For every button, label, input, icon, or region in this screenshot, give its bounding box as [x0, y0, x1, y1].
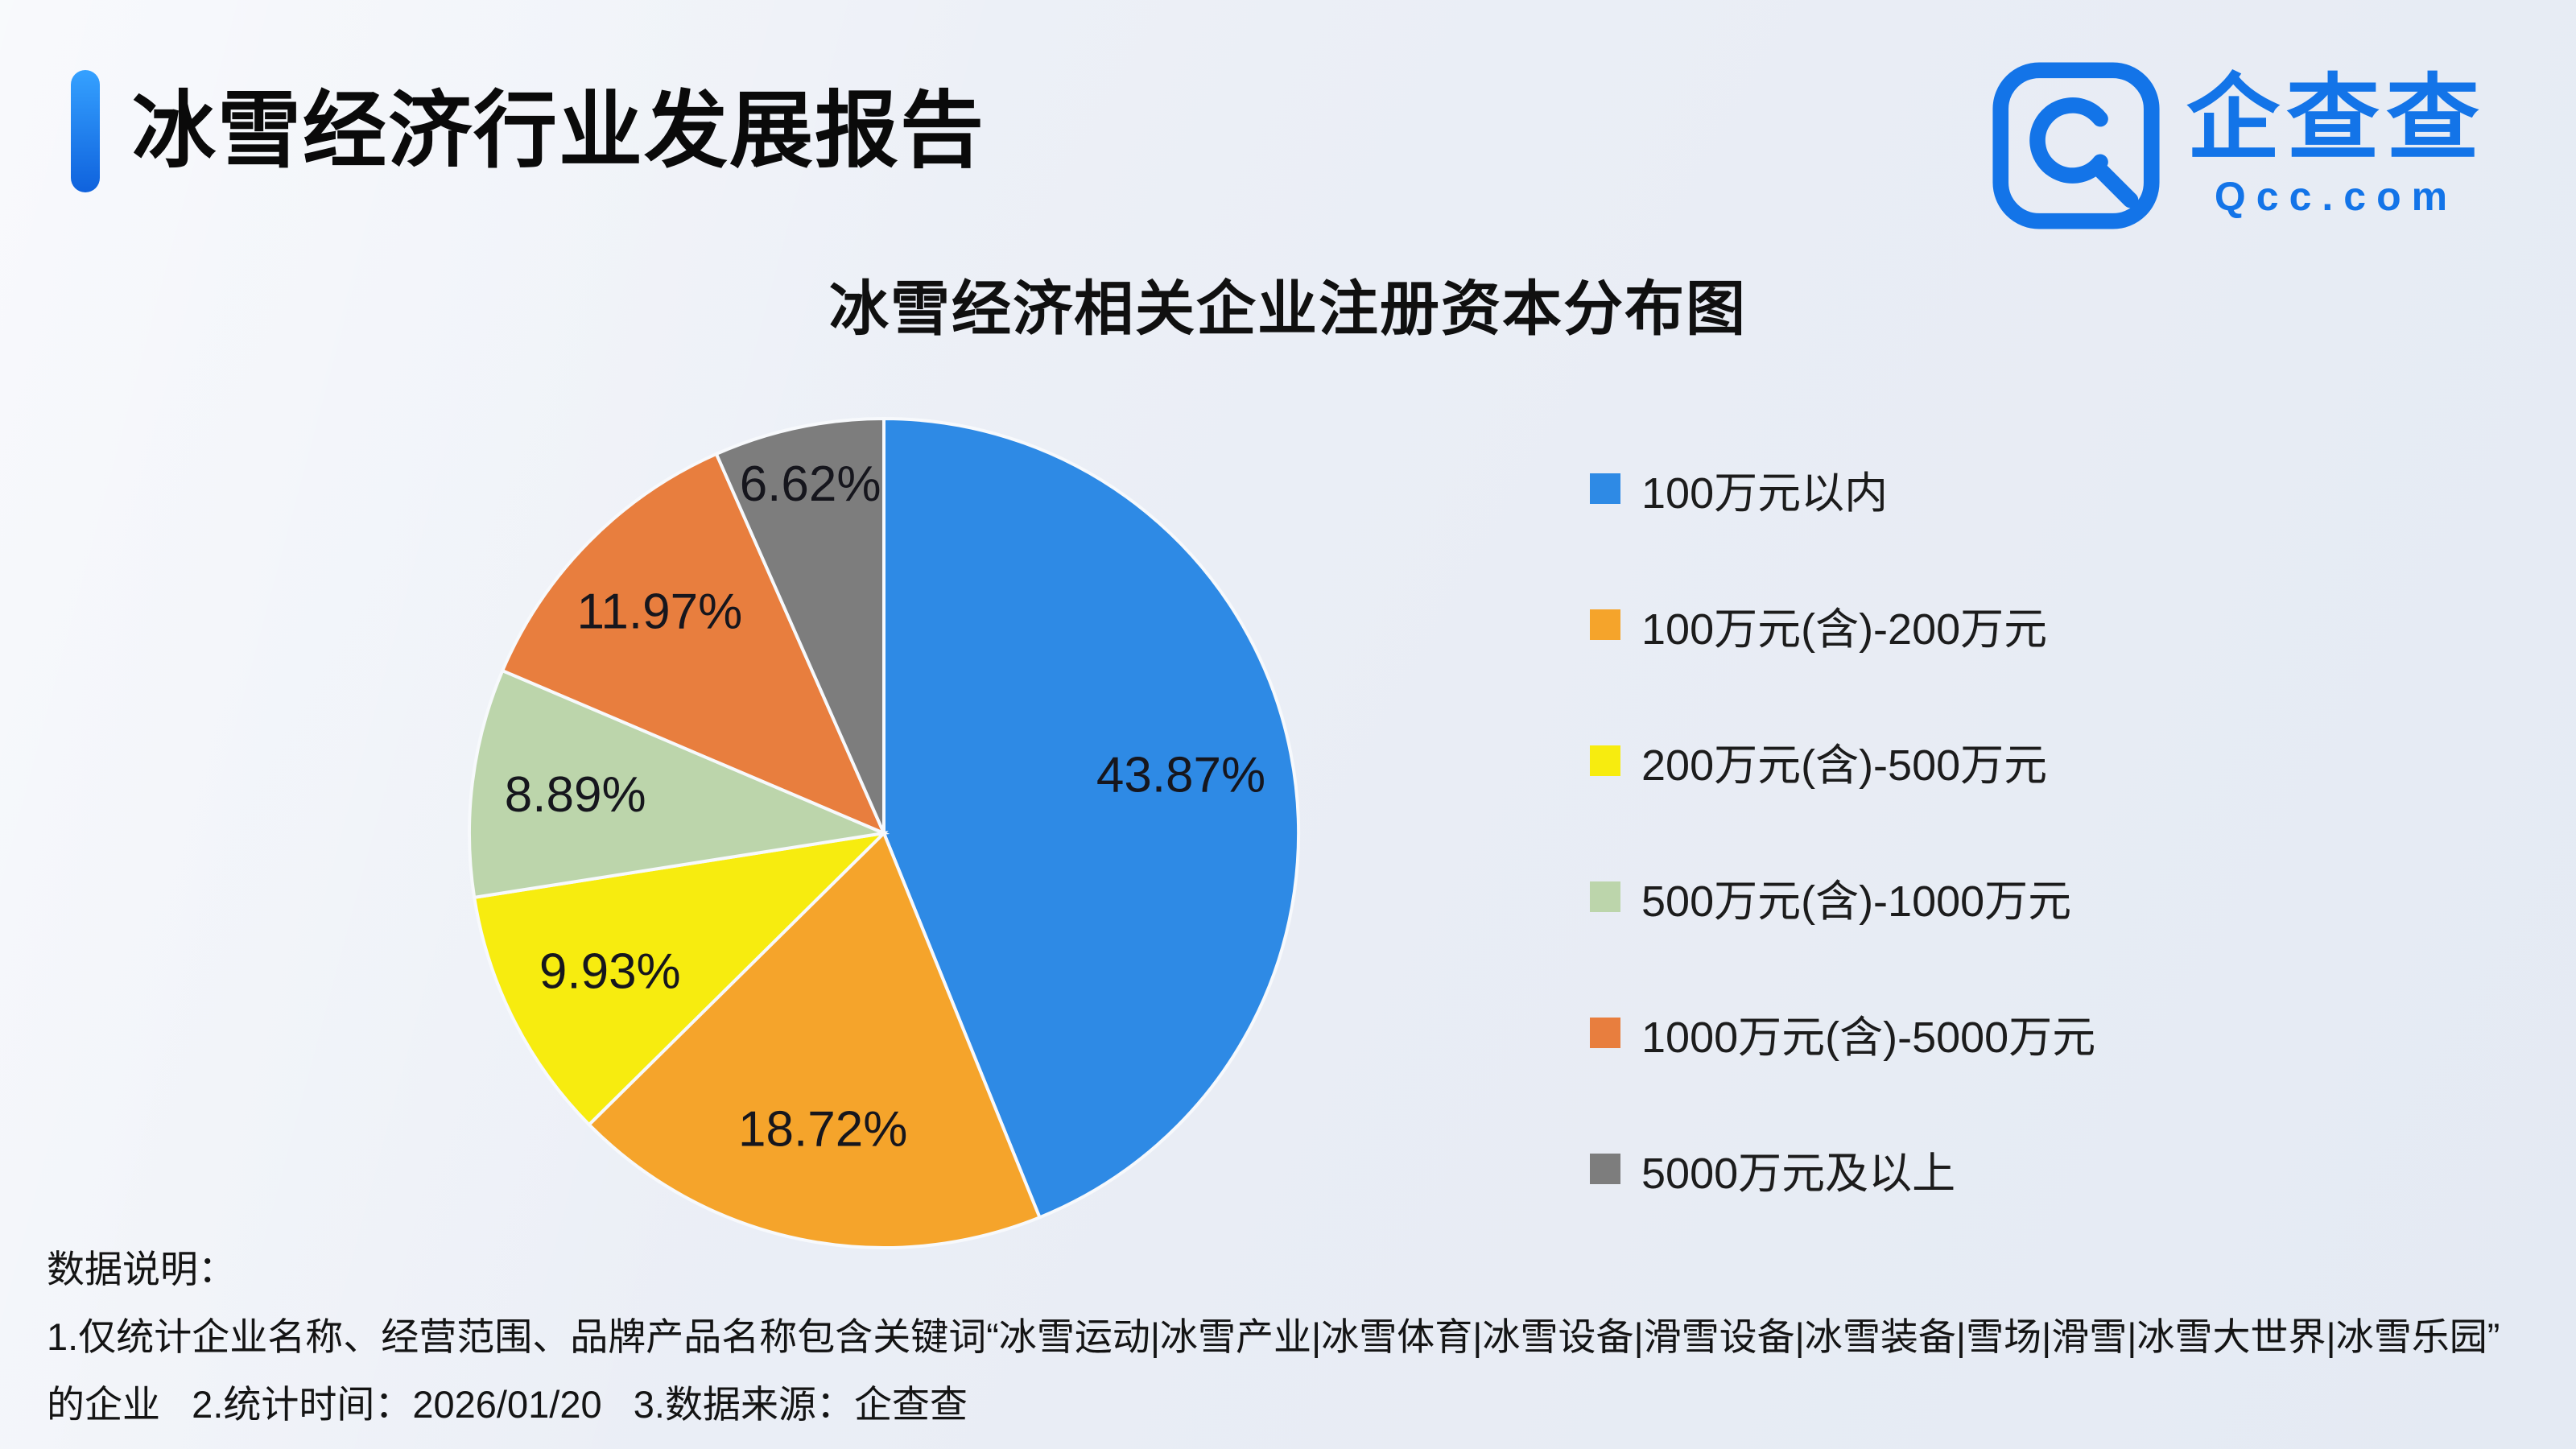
legend-label: 500万元(含)-1000万元	[1641, 877, 2072, 926]
footer-heading: 数据说明：	[47, 1248, 236, 1290]
pie-slice-label: 6.62%	[740, 456, 881, 512]
qcc-logo-icon	[1992, 62, 2160, 229]
pie-slice-label: 11.97%	[577, 584, 743, 640]
legend-label: 200万元(含)-500万元	[1641, 741, 2048, 790]
page-title: 冰雪经济行业发展报告	[132, 84, 986, 178]
legend-item[interactable]: 200万元(含)-500万元	[1590, 737, 2095, 790]
pie-slice[interactable]	[586, 830, 1042, 1250]
pie-slice[interactable]	[468, 668, 890, 900]
legend-label: 5000万元及以上	[1641, 1149, 1956, 1198]
pie-slice-label: 9.93%	[539, 943, 681, 999]
legend-swatch	[1590, 881, 1620, 912]
legend-item[interactable]: 100万元(含)-200万元	[1590, 601, 2095, 654]
logo-text: 企查查 Qcc.com	[2186, 72, 2486, 220]
pie-slice-label: 8.89%	[505, 767, 646, 823]
legend-label: 100万元(含)-200万元	[1641, 605, 2048, 654]
logo-domain: Qcc.com	[2214, 174, 2458, 219]
pie-slice-label: 43.87%	[1096, 748, 1265, 803]
footer-notes: 数据说明： 1.仅统计企业名称、经营范围、品牌产品名称包含关键词“冰雪运动|冰雪…	[47, 1236, 2542, 1439]
legend-item[interactable]: 1000万元(含)-5000万元	[1590, 1009, 2095, 1062]
legend-swatch	[1590, 745, 1620, 776]
legend-swatch	[1590, 473, 1620, 504]
legend-swatch	[1590, 609, 1620, 640]
pie-chart: 43.87% 18.72% 9.93% 8.89% 11.97% 6.62%	[468, 416, 1301, 1250]
legend-label: 1000万元(含)-5000万元	[1641, 1013, 2096, 1062]
header: 冰雪经济行业发展报告	[71, 70, 985, 192]
legend-item[interactable]: 5000万元及以上	[1590, 1145, 2095, 1198]
legend-item[interactable]: 100万元以内	[1590, 464, 2095, 518]
footer-line-2: 的企业 2.统计时间：2026/01/20 3.数据来源：企查查	[47, 1383, 968, 1426]
title-accent-bar	[71, 70, 100, 192]
pie-slice[interactable]	[472, 831, 889, 1127]
legend: 100万元以内 100万元(含)-200万元 200万元(含)-500万元 500万元…	[1590, 464, 2095, 1198]
legend-item[interactable]: 500万元(含)-1000万元	[1590, 873, 2095, 926]
qcc-logo: 企查查 Qcc.com	[1988, 58, 2486, 233]
pie-slice[interactable]	[714, 416, 886, 834]
legend-swatch	[1590, 1018, 1620, 1048]
pie-slice[interactable]	[882, 416, 1301, 1220]
pie-slice-label: 18.72%	[738, 1102, 907, 1158]
pie-slice[interactable]	[500, 452, 887, 836]
legend-swatch	[1590, 1154, 1620, 1184]
chart-title: 冰雪经济相关企业注册资本分布图	[829, 275, 1747, 342]
legend-label: 100万元以内	[1641, 469, 1889, 518]
footer-line-1: 1.仅统计企业名称、经营范围、品牌产品名称包含关键词“冰雪运动|冰雪产业|冰雪体…	[47, 1315, 2500, 1358]
logo-brand: 企查查	[2186, 66, 2486, 171]
